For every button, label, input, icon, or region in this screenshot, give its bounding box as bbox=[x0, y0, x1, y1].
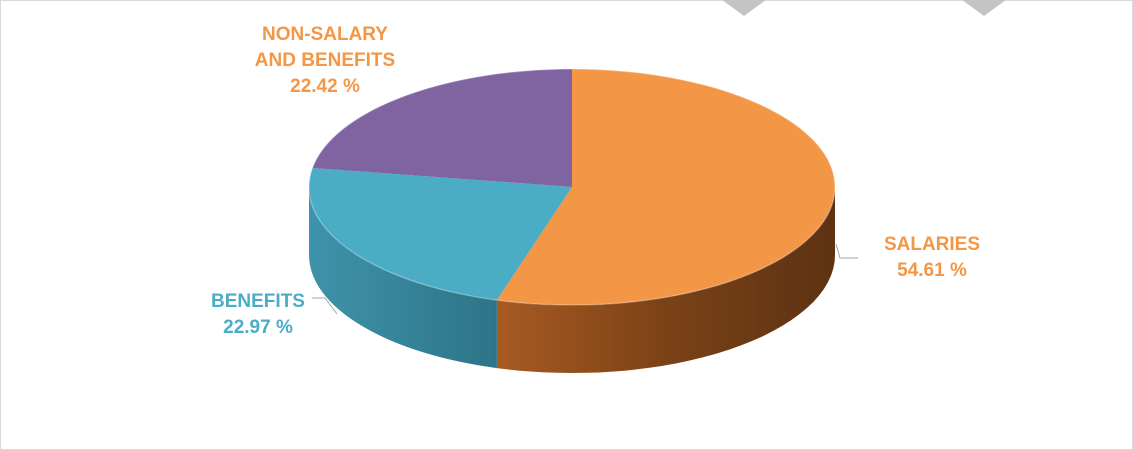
slice-percent-label: 54.61 % bbox=[897, 260, 967, 281]
pie-slice-side bbox=[309, 187, 497, 369]
slice-category-label: BENEFITS bbox=[211, 291, 305, 312]
slice-category-label: NON-SALARY bbox=[262, 24, 388, 45]
leader-line bbox=[835, 243, 858, 259]
slice-percent-label: 22.42 % bbox=[290, 76, 360, 97]
decorative-corner-shape bbox=[722, 0, 766, 16]
decorative-corner-shape bbox=[962, 0, 1006, 16]
slice-category-label: AND BENEFITS bbox=[255, 50, 395, 71]
leader-line bbox=[312, 297, 338, 315]
pie-slice bbox=[496, 69, 836, 306]
slice-category-label: SALARIES bbox=[884, 234, 980, 255]
slice-percent-label: 22.97 % bbox=[223, 317, 293, 338]
pie-rim bbox=[308, 68, 836, 306]
pie-slice bbox=[309, 167, 572, 301]
pie-slice bbox=[312, 69, 572, 187]
pie-slice-side bbox=[496, 187, 835, 373]
